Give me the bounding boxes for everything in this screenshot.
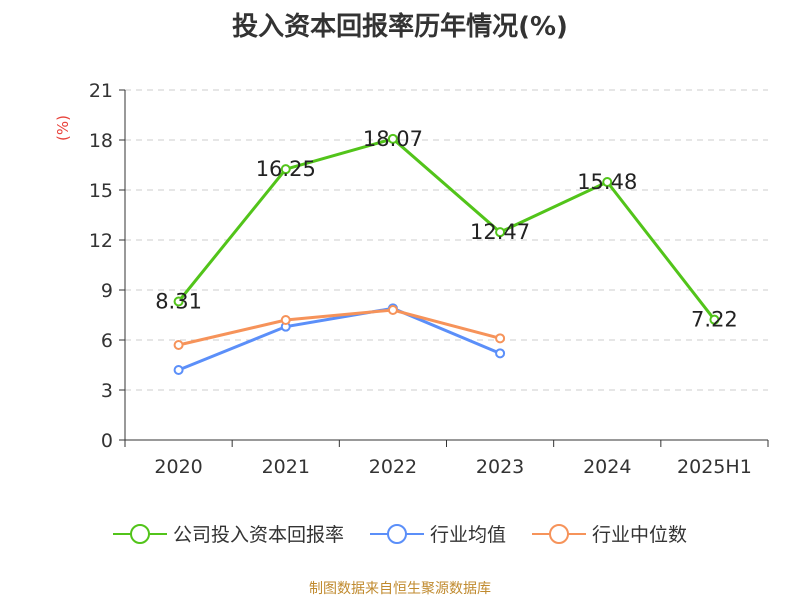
legend-label-company-roic: 公司投入资本回报率: [172, 524, 344, 546]
data-point: [173, 365, 184, 375]
series-line-2: [178, 308, 501, 347]
data-label: 16.25: [256, 157, 316, 181]
legend-swatch-industry-median: [532, 523, 586, 544]
x-tick-label: 2025H1: [677, 456, 752, 478]
data-label: 15.48: [577, 170, 637, 194]
legend-item-company-roic[interactable]: 公司投入资本回报率: [112, 520, 344, 547]
x-tick-label: 2023: [476, 456, 524, 478]
x-tick-label: 2021: [262, 456, 310, 478]
data-point: [387, 133, 398, 144]
data-point: [495, 227, 506, 238]
chart-title: 投入资本回报率历年情况(%): [232, 12, 568, 42]
data-point: [495, 333, 506, 344]
y-tick-label: 9: [101, 280, 113, 302]
series-line-1: [178, 306, 501, 372]
legend-swatch-company-roic: [112, 523, 167, 544]
legend-item-industry-median[interactable]: 行业中位数: [532, 520, 687, 547]
y-tick-label: 12: [89, 230, 113, 252]
x-tick-label: 2024: [583, 456, 631, 478]
data-point: [280, 315, 291, 325]
data-point: [173, 296, 184, 307]
legend-swatch-industry-mean: [369, 523, 424, 544]
legend: 公司投入资本回报率 行业均值 行业中位数: [0, 520, 800, 547]
data-point: [387, 305, 398, 315]
y-tick-label: 15: [89, 180, 113, 202]
data-label: 7.22: [691, 308, 738, 332]
data-label: 12.47: [470, 220, 530, 244]
legend-item-industry-mean[interactable]: 行业均值: [369, 520, 506, 547]
y-tick-label: 21: [89, 80, 113, 102]
series-line-0: [177, 137, 716, 321]
x-tick-label: 2022: [369, 456, 417, 478]
data-point: [495, 348, 506, 359]
data-point: [709, 314, 720, 325]
data-point: [280, 164, 291, 175]
data-point: [602, 177, 613, 187]
y-tick-label: 3: [101, 380, 113, 402]
data-point: [173, 340, 184, 350]
legend-label-industry-median: 行业中位数: [592, 524, 688, 546]
data-label: 18.07: [363, 127, 423, 151]
y-tick-label: 18: [89, 130, 113, 152]
x-tick-label: 2020: [154, 456, 202, 478]
y-tick-label: 0: [101, 430, 113, 452]
y-tick-label: 6: [101, 330, 113, 352]
y-axis-label: (%): [54, 115, 72, 141]
legend-label-industry-mean: 行业均值: [429, 524, 506, 546]
data-label: 8.31: [155, 290, 202, 314]
source-note: 制图数据来自恒生聚源数据库: [309, 581, 491, 597]
